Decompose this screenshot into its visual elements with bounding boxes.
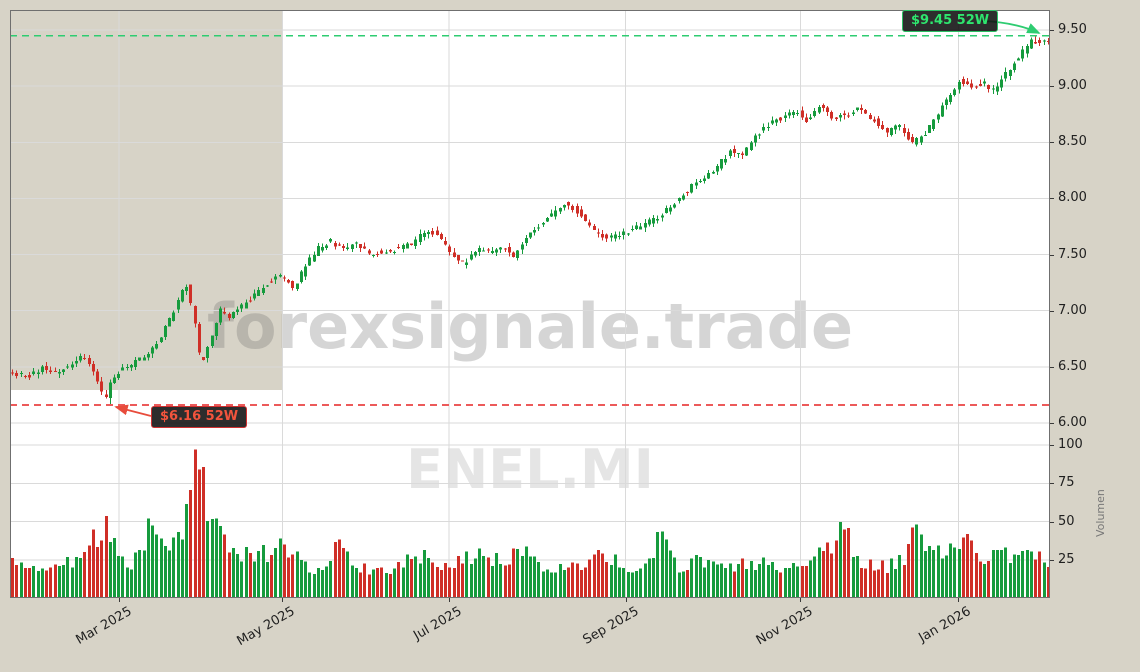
date-tick-label: Jan 2026 bbox=[916, 604, 974, 646]
date-tick-mark bbox=[119, 598, 121, 602]
plot-area: forexsignale.trade ENEL.MI bbox=[10, 10, 1050, 598]
price-tick-mark bbox=[1050, 254, 1054, 256]
price-tick-label: 9.50 bbox=[1058, 22, 1087, 37]
date-tick-label: Mar 2025 bbox=[73, 604, 135, 648]
price-tick-mark bbox=[1050, 142, 1054, 144]
symbol-watermark: ENEL.MI bbox=[406, 438, 654, 501]
volume-tick-label: 75 bbox=[1058, 475, 1075, 491]
low-52w-label: $6.16 52W bbox=[151, 406, 248, 428]
site-watermark: forexsignale.trade bbox=[206, 290, 854, 363]
price-tick-mark bbox=[1050, 310, 1054, 312]
candlestick-volume-chart bbox=[10, 10, 1050, 598]
date-tick-label: Sep 2025 bbox=[580, 604, 642, 648]
date-tick-label: Jul 2025 bbox=[411, 604, 465, 644]
high-52w-label: $9.45 52W bbox=[902, 10, 999, 32]
volume-tick-mark bbox=[1050, 445, 1054, 446]
volume-tick-label: 50 bbox=[1058, 513, 1075, 529]
date-tick-mark bbox=[958, 598, 960, 602]
price-tick-mark bbox=[1050, 198, 1054, 200]
volume-tick-label: 100 bbox=[1058, 437, 1083, 452]
price-tick-mark bbox=[1050, 86, 1054, 88]
date-tick-mark bbox=[625, 598, 627, 602]
price-tick-label: 8.50 bbox=[1058, 134, 1087, 150]
price-tick-label: 7.50 bbox=[1058, 246, 1087, 262]
volume-tick-mark bbox=[1050, 521, 1054, 523]
date-tick-mark bbox=[800, 598, 802, 602]
price-tick-label: 8.00 bbox=[1058, 190, 1087, 206]
volume-axis-title: Volumen bbox=[1094, 489, 1107, 537]
background-patch bbox=[10, 10, 282, 390]
price-tick-mark bbox=[1050, 30, 1054, 31]
price-tick-label: 7.00 bbox=[1058, 302, 1087, 318]
date-tick-label: Nov 2025 bbox=[754, 604, 816, 649]
volume-tick-mark bbox=[1050, 483, 1054, 485]
price-tick-label: 6.50 bbox=[1058, 358, 1087, 374]
price-tick-label: 9.00 bbox=[1058, 78, 1087, 94]
date-tick-mark bbox=[282, 598, 284, 602]
price-tick-mark bbox=[1050, 423, 1054, 424]
volume-tick-label: 25 bbox=[1058, 551, 1075, 567]
date-tick-label: May 2025 bbox=[234, 604, 298, 650]
price-tick-label: 6.00 bbox=[1058, 415, 1087, 430]
price-tick-mark bbox=[1050, 366, 1054, 368]
date-tick-mark bbox=[448, 598, 450, 602]
volume-tick-mark bbox=[1050, 559, 1054, 561]
